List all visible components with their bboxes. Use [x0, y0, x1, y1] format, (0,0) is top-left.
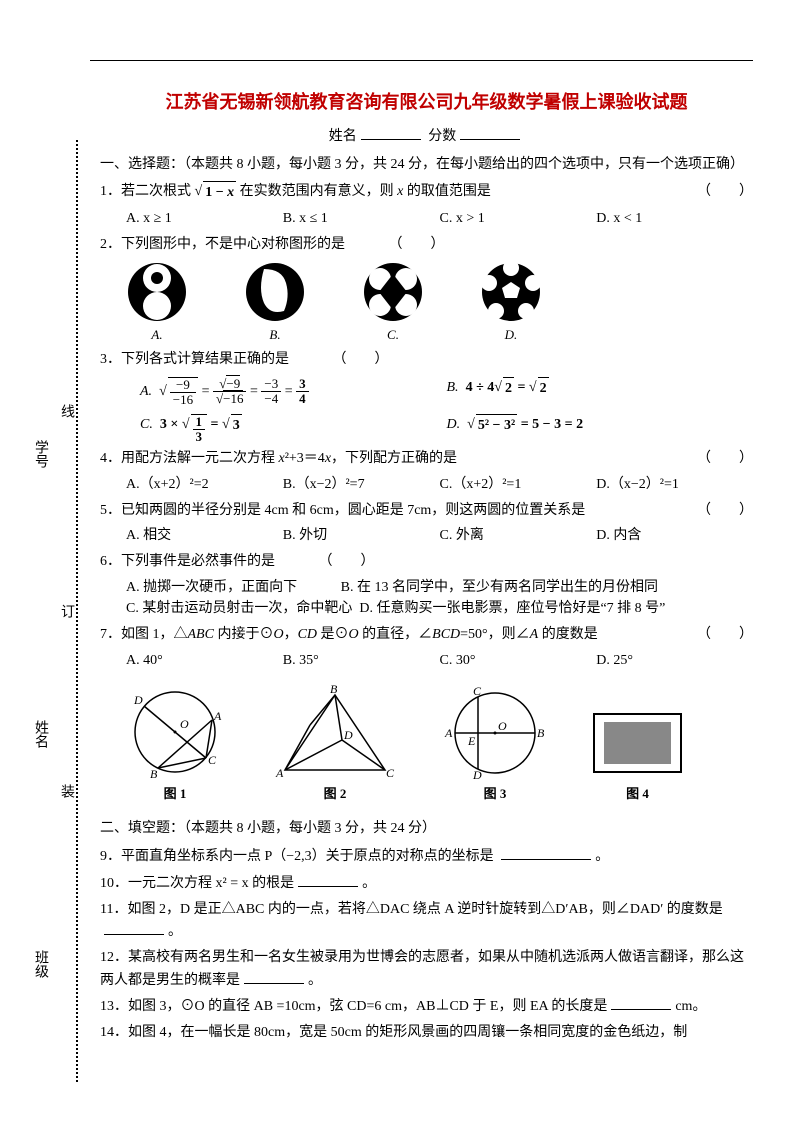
- q14: 14．如图 4，在一幅长是 80cm，宽是 50cm 的矩形风景画的四周镶一条相…: [100, 1022, 753, 1044]
- q6-C: C. 某射击运动员射击一次，命中靶心: [126, 601, 352, 616]
- q7: 7．如图 1，△ABC 内接于⊙O，CD 是⊙O 的直径，∠BCD=50°，则∠…: [100, 624, 753, 646]
- q7-C: C. 30°: [440, 650, 597, 672]
- q5-C: C. 外离: [440, 525, 597, 547]
- section-1-heading: 一、选择题：（本题共 8 小题，每小题 3 分，共 24 分，在每小题给出的四个…: [100, 154, 753, 176]
- side-class: 班级: [33, 950, 48, 978]
- svg-text:B: B: [330, 685, 338, 696]
- svg-text:C: C: [386, 766, 395, 780]
- svg-text:D: D: [343, 728, 353, 742]
- q3-A: A. √−9−16 = √−9√−16 = −3−4 = 34: [140, 377, 447, 408]
- side-name: 姓名: [33, 720, 48, 748]
- q4: 4．用配方法解一元二次方程 x²+3＝4x，下列配方正确的是 （ ）: [100, 448, 753, 470]
- svg-text:D: D: [472, 768, 482, 780]
- svg-text:A: A: [444, 726, 453, 740]
- bind-ding: 订: [56, 600, 76, 628]
- q9: 9．平面直角坐标系内一点 P（−2,3）关于原点的对称点的坐标是 。: [100, 845, 753, 868]
- q5-A: A. 相交: [126, 525, 283, 547]
- figures-row: O DC AB 图 1 BAC D: [120, 680, 753, 804]
- svg-text:B: B: [537, 726, 545, 740]
- q4-C: C.（x+2）²=1: [440, 474, 597, 496]
- q3-B: B. 4 ÷ 4√2 = √2: [447, 377, 754, 408]
- q1: 1．若二次根式 √1 − x 在实数范围内有意义，则 x 的取值范围是 （ ）: [100, 181, 753, 204]
- svg-text:D: D: [133, 693, 143, 707]
- side-school: 学号: [33, 440, 48, 468]
- bind-zhuang: 装: [56, 780, 76, 808]
- q5: 5．已知两圆的半径分别是 4cm 和 6cm，圆心距是 7cm，则这两圆的位置关…: [100, 500, 753, 522]
- q7-B: B. 35°: [283, 650, 440, 672]
- q6-B: B. 在 13 名同学中，至少有两名同学出生的月份相同: [341, 580, 658, 595]
- svg-text:O: O: [180, 717, 189, 731]
- q3: 3．下列各式计算结果正确的是 （ ）: [100, 349, 753, 371]
- svg-text:A: A: [213, 709, 222, 723]
- q3-D: D. √5² − 3² = 5 − 3 = 2: [447, 414, 754, 445]
- q7-A: A. 40°: [126, 650, 283, 672]
- svg-text:B: B: [150, 767, 158, 780]
- page-title: 江苏省无锡新领航教育咨询有限公司九年级数学暑假上课验收试题: [100, 89, 753, 117]
- svg-text:E: E: [467, 734, 476, 748]
- q1-B: B. x ≤ 1: [283, 208, 440, 230]
- q3-C: C. 3 × √13 = √3: [140, 414, 447, 445]
- svg-text:C: C: [473, 685, 482, 698]
- q7-D: D. 25°: [596, 650, 753, 672]
- q6-D: D. 任意购买一张电影票，座位号恰好是“7 排 8 号”: [359, 601, 665, 616]
- q2-figures: A. B. C. D.: [126, 261, 753, 345]
- q1-C: C. x > 1: [440, 208, 597, 230]
- bind-line: 线: [56, 400, 76, 428]
- svg-text:C: C: [208, 753, 217, 767]
- name-score-line: 姓名 分数: [100, 125, 753, 148]
- q4-A: A.（x+2）²=2: [126, 474, 283, 496]
- q10: 10．一元二次方程 x² = x 的根是。: [100, 872, 753, 895]
- svg-text:O: O: [498, 719, 507, 733]
- q12: 12．某高校有两名男生和一名女生被录用为世博会的志愿者，如果从中随机选派两人做语…: [100, 947, 753, 991]
- q2: 2．下列图形中，不是中心对称图形的是 （ ）: [100, 234, 753, 256]
- q1-D: D. x < 1: [596, 208, 753, 230]
- q6: 6．下列事件是必然事件的是 （ ）: [100, 551, 753, 573]
- q4-D: D.（x−2）²=1: [596, 474, 753, 496]
- q6-A: A. 抛掷一次硬币，正面向下: [126, 580, 297, 595]
- q4-B: B.（x−2）²=7: [283, 474, 440, 496]
- svg-text:A: A: [275, 766, 284, 780]
- q13: 13．如图 3，⊙O 的直径 AB =10cm，弦 CD=6 cm，AB⊥CD …: [100, 995, 753, 1018]
- section-2-heading: 二、填空题：（本题共 8 小题，每小题 3 分，共 24 分）: [100, 818, 753, 840]
- q5-D: D. 内含: [596, 525, 753, 547]
- q11: 11．如图 2，D 是正△ABC 内的一点，若将△DAC 绕点 A 逆时针旋转到…: [100, 899, 753, 943]
- q1-A: A. x ≥ 1: [126, 208, 283, 230]
- q5-B: B. 外切: [283, 525, 440, 547]
